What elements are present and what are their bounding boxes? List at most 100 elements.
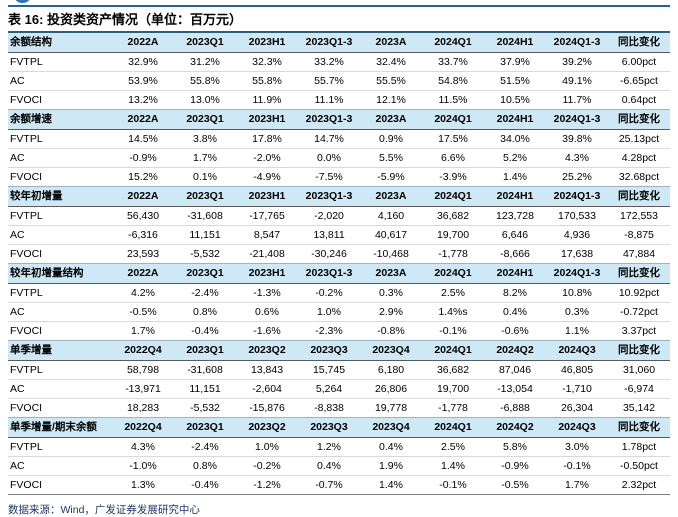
- column-header-cell: 2024Q1: [434, 421, 472, 433]
- value-cell: 1.0%: [255, 441, 279, 453]
- value-cell: -1.6%: [253, 325, 281, 337]
- value-cell: 0.0%: [317, 152, 341, 164]
- column-header-cell: 同比变化: [618, 344, 660, 356]
- table-section: 较年初增量结构 2022A 2023Q1 2023H1 2023Q1-3 2023A 202…: [8, 263, 670, 340]
- value-cell: -15,876: [249, 402, 285, 414]
- brand-name: GF SECURITIES: [42, 0, 138, 3]
- table-title: 表 16: 投资类资产情况（单位：百万元）: [8, 12, 243, 27]
- value-cell: -0.1%: [439, 479, 467, 491]
- value-cell: -2.0%: [253, 152, 281, 164]
- data-row: FVTPL 32.9% 31.2% 32.3% 33.2% 32.4% 33.7% 37.9%…: [8, 53, 670, 71]
- data-row: FVTPL 58,798 -31,608 13,843 15,745 6,180 36,68…: [8, 361, 670, 379]
- value-cell: -21,408: [249, 248, 285, 260]
- value-cell: 4.3%: [131, 441, 155, 453]
- column-header-cell: 2022A: [127, 190, 159, 202]
- row-label-cell: FVOCI: [10, 94, 43, 106]
- value-cell: 47,884: [622, 248, 656, 260]
- value-cell: 0.8%: [193, 306, 217, 318]
- value-cell: 55.5%: [376, 75, 406, 87]
- column-header-cell: 2023Q1: [186, 36, 224, 48]
- value-cell: 0.8%: [193, 460, 217, 472]
- value-cell: -10,468: [373, 248, 409, 260]
- value-cell: -4.9%: [253, 171, 281, 183]
- value-cell: -0.50pct: [620, 460, 658, 472]
- value-cell: 4.2%: [131, 287, 155, 299]
- value-cell: 1.7%: [565, 479, 589, 491]
- value-cell: -2.3%: [315, 325, 343, 337]
- value-cell: -1,778: [438, 402, 468, 414]
- value-cell: 46,805: [560, 364, 594, 376]
- value-cell: 32.68pct: [618, 171, 660, 183]
- value-cell: -2,604: [252, 383, 282, 395]
- value-cell: 39.8%: [562, 133, 592, 145]
- column-header-cell: 2022Q4: [124, 344, 162, 356]
- column-header-cell: 2024Q1-3: [553, 36, 601, 48]
- value-cell: 23,593: [126, 248, 160, 260]
- value-cell: -1.3%: [253, 287, 281, 299]
- column-header-cell: 2023A: [375, 190, 407, 202]
- data-row: FVOCI 1.7% -0.4% -1.6% -2.3% -0.8% -0.1% -0.6% 1…: [8, 321, 670, 340]
- value-cell: -0.1%: [563, 460, 591, 472]
- value-cell: -8,666: [500, 248, 530, 260]
- value-cell: 49.1%: [562, 75, 592, 87]
- value-cell: 3.8%: [193, 133, 217, 145]
- column-header-cell: 2023A: [375, 267, 407, 279]
- data-row: AC -0.5% 0.8% 0.6% 1.0% 2.9% 1.4%s 0.4% 0.3% -0.7…: [8, 302, 670, 321]
- column-header-cell: 2024Q1-3: [553, 267, 601, 279]
- value-cell: -0.6%: [501, 325, 529, 337]
- section-header-row: 较年初增量 2022A 2023Q1 2023H1 2023Q1-3 2023A 2024Q…: [8, 186, 670, 207]
- column-header-cell: 2023H1: [248, 36, 286, 48]
- data-row: FVOCI 18,283 -5,532 -15,876 -8,838 19,778 -1,7…: [8, 398, 670, 417]
- value-cell: 32.4%: [376, 56, 406, 68]
- data-row: FVTPL 14.5% 3.8% 17.8% 14.7% 0.9% 17.5% 34.0% 39…: [8, 130, 670, 148]
- value-cell: -3.9%: [439, 171, 467, 183]
- section-label: 较年初增量: [10, 190, 63, 202]
- value-cell: 1.4%: [441, 460, 465, 472]
- value-cell: 11.1%: [314, 94, 344, 106]
- table-section: 较年初增量 2022A 2023Q1 2023H1 2023Q1-3 2023A 2024Q…: [8, 186, 670, 263]
- section-label: 余额结构: [10, 36, 52, 48]
- value-cell: -8,838: [314, 402, 344, 414]
- column-header-cell: 2024Q1: [434, 36, 472, 48]
- value-cell: -5,532: [190, 402, 220, 414]
- row-label-cell: AC: [10, 383, 25, 395]
- value-cell: 33.7%: [438, 56, 468, 68]
- value-cell: 1.7%: [131, 325, 155, 337]
- column-header-cell: 2023Q3: [310, 344, 348, 356]
- value-cell: 14.5%: [128, 133, 158, 145]
- value-cell: 3.0%: [565, 441, 589, 453]
- data-row: FVOCI 23,593 -5,532 -21,408 -30,246 -10,468 -1…: [8, 244, 670, 263]
- column-header-cell: 同比变化: [618, 421, 660, 433]
- data-row: AC 53.9% 55.8% 55.8% 55.7% 55.5% 54.8% 51.5% 49.…: [8, 71, 670, 90]
- row-label-cell: AC: [10, 152, 25, 164]
- data-row: FVTPL 4.2% -2.4% -1.3% -0.2% 0.3% 2.5% 8.2% 10.8…: [8, 284, 670, 302]
- column-header-cell: 2023Q1: [186, 113, 224, 125]
- value-cell: -7.5%: [315, 171, 343, 183]
- value-cell: -0.72pct: [620, 306, 658, 318]
- value-cell: 51.5%: [500, 75, 530, 87]
- value-cell: 15.2%: [128, 171, 158, 183]
- section-label: 较年初增量结构: [10, 267, 84, 279]
- column-header-cell: 2023Q1: [186, 421, 224, 433]
- value-cell: 6,646: [501, 229, 529, 241]
- value-cell: 0.1%: [193, 171, 217, 183]
- section-header-row: 余额增速 2022A 2023Q1 2023H1 2023Q1-3 2023A 2024Q1…: [8, 109, 670, 130]
- column-header-cell: 2023Q2: [248, 421, 286, 433]
- value-cell: 32.9%: [128, 56, 158, 68]
- value-cell: -0.4%: [191, 479, 219, 491]
- value-cell: 55.8%: [252, 75, 282, 87]
- column-header-cell: 同比变化: [618, 36, 660, 48]
- row-label-cell: FVTPL: [10, 364, 43, 376]
- section-header-row: 较年初增量结构 2022A 2023Q1 2023H1 2023Q1-3 2023A 202…: [8, 263, 670, 284]
- data-row: AC -0.9% 1.7% -2.0% 0.0% 5.5% 6.6% 5.2% 4.3% 4.28…: [8, 148, 670, 167]
- value-cell: 10.5%: [500, 94, 530, 106]
- value-cell: 33.2%: [314, 56, 344, 68]
- brand-header: GF SECURITIES: [8, 0, 670, 5]
- row-label-cell: FVOCI: [10, 479, 43, 491]
- column-header-cell: 2023Q1: [186, 267, 224, 279]
- value-cell: 19,778: [374, 402, 408, 414]
- value-cell: 25.2%: [562, 171, 592, 183]
- value-cell: -1.2%: [253, 479, 281, 491]
- value-cell: 10.92pct: [618, 287, 660, 299]
- section-header-row: 单季增量/期末余额 2022Q4 2023Q1 2023Q2 2023Q3 2023Q4 2…: [8, 417, 670, 438]
